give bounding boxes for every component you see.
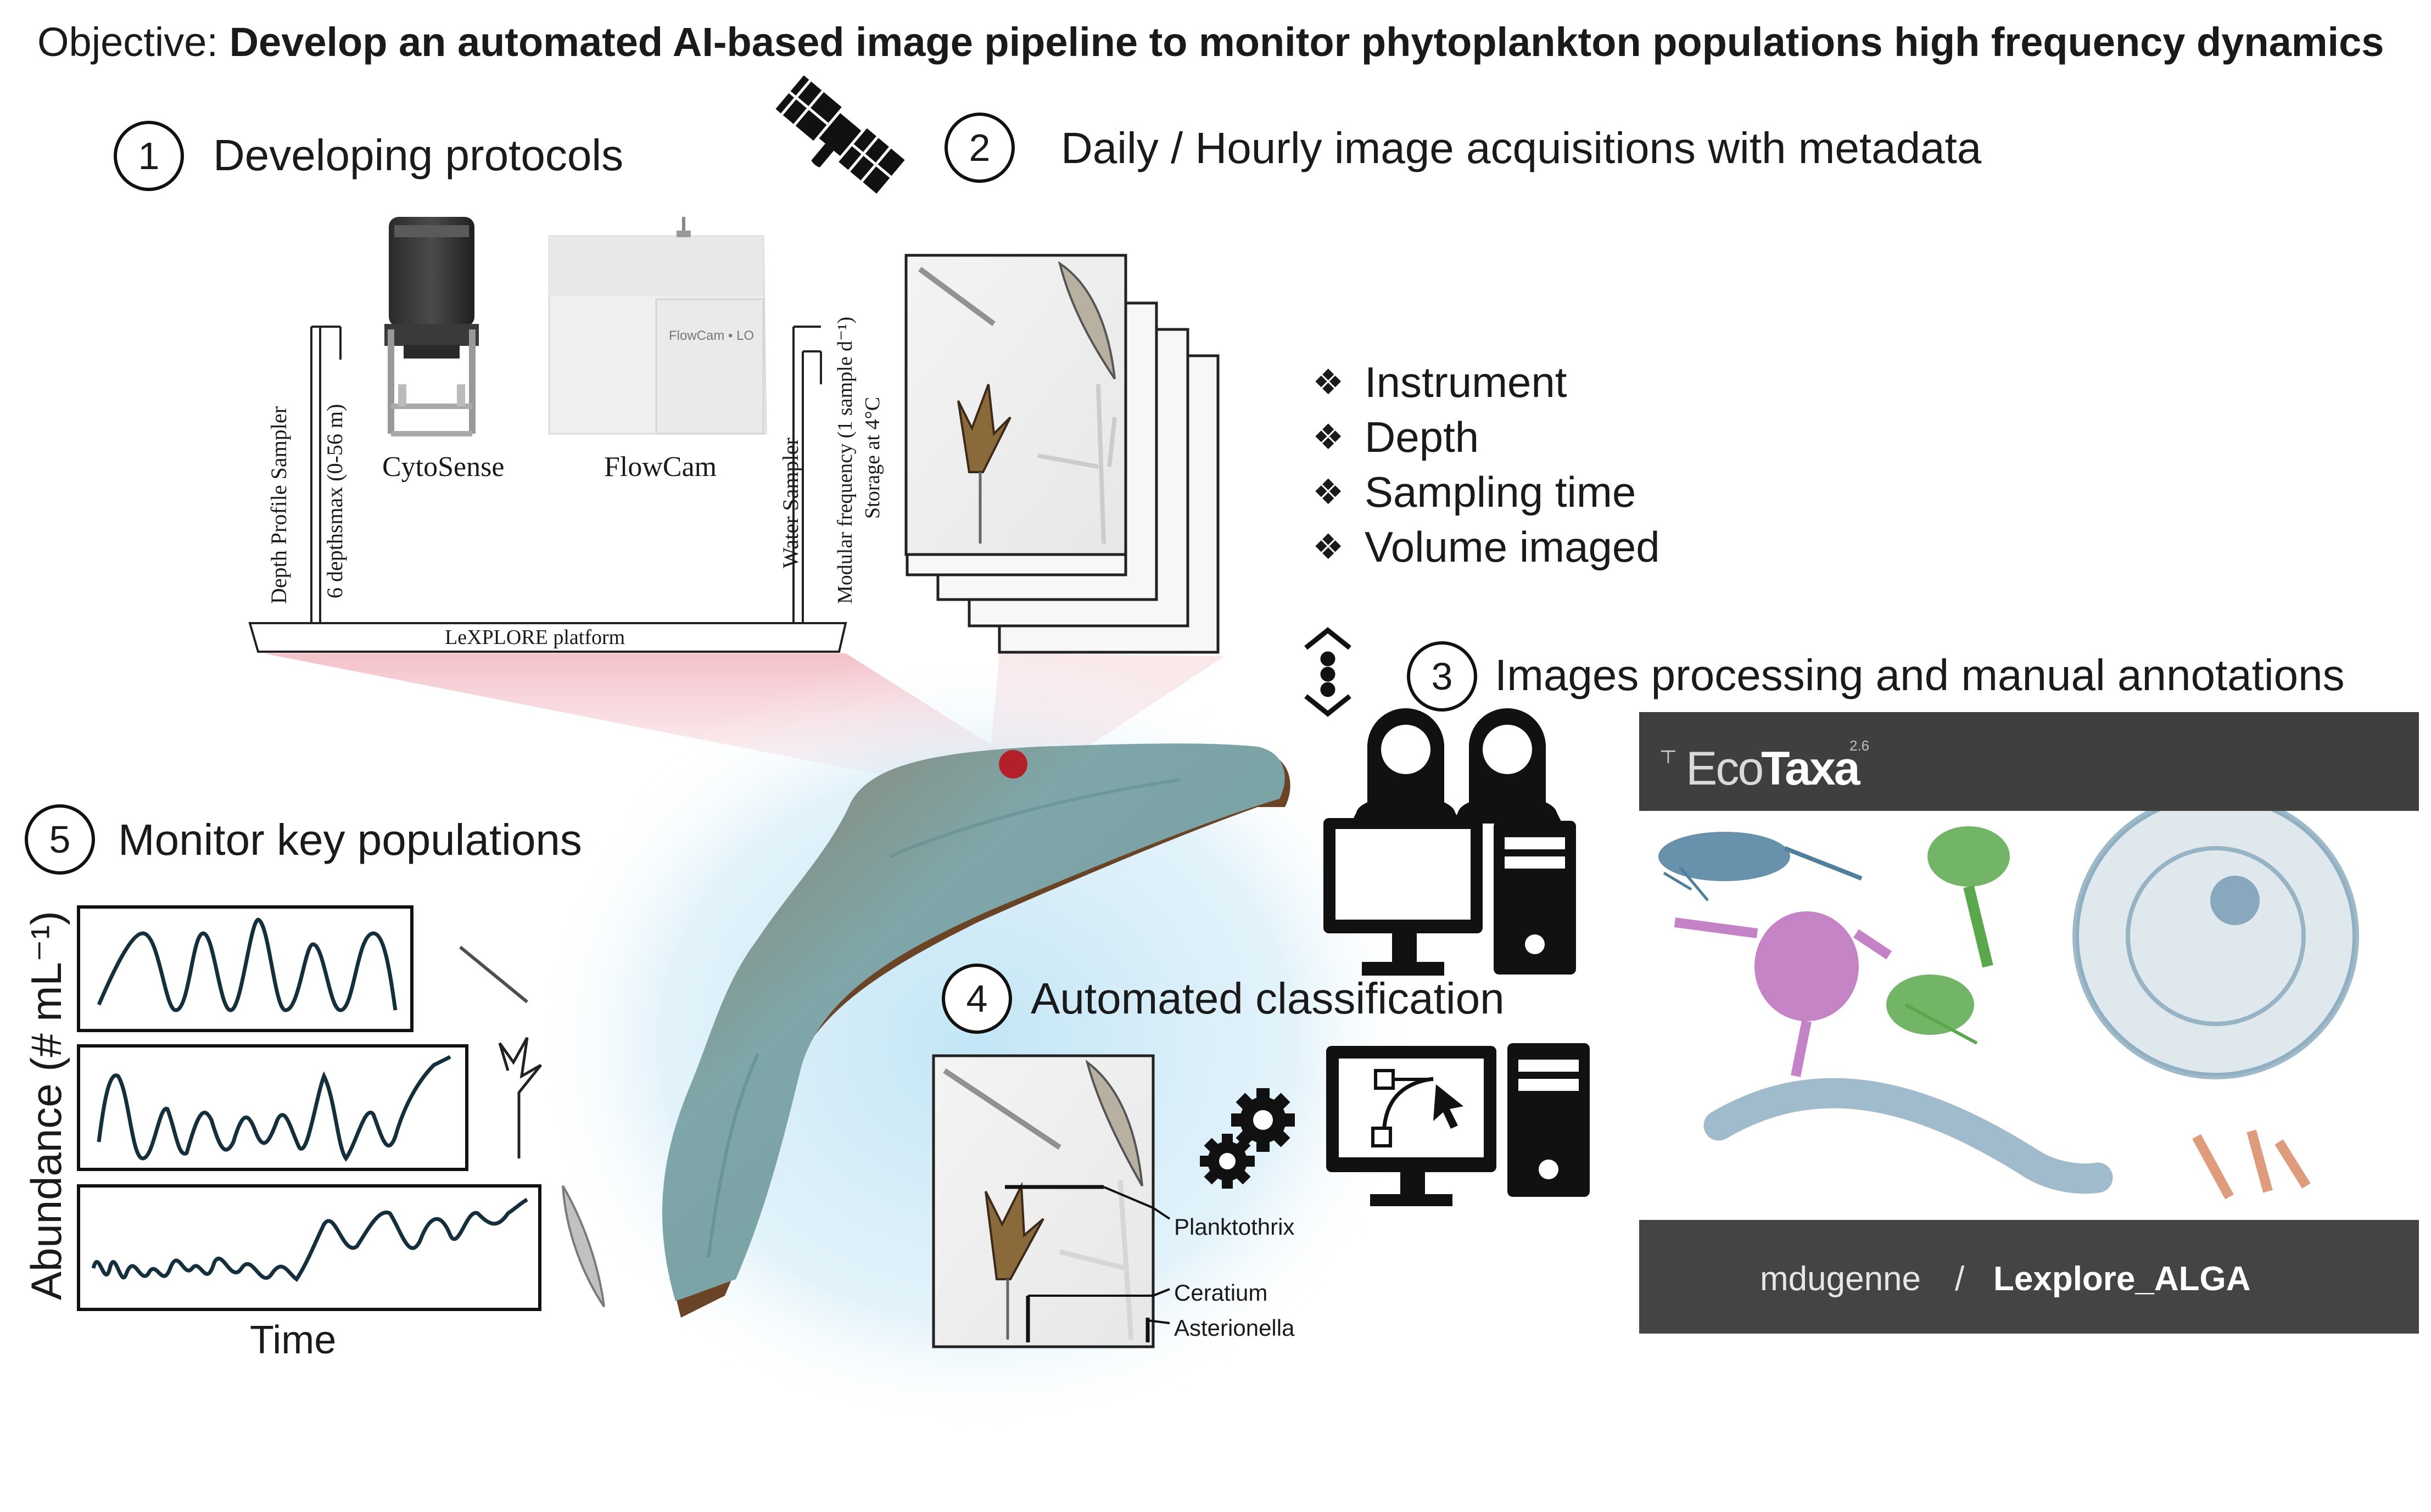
step-2-number: 2 <box>945 113 1015 183</box>
storage-label: Storage at 4°C <box>861 396 884 519</box>
species-silhouettes <box>459 945 605 1308</box>
github-user: mdugenne <box>1760 1260 1921 1298</box>
ecotaxa-header[interactable]: ┬ Eco Taxa 2.6 <box>1639 712 2419 811</box>
step-4-number: 4 <box>942 964 1012 1034</box>
planktothrix-label: Planktothrix <box>1174 1214 1295 1240</box>
step-4-label: Automated classification <box>1031 974 1505 1023</box>
ecotaxa-logo-prefix: Eco <box>1686 742 1764 795</box>
lake-map <box>662 743 1290 1318</box>
step-2-label: Daily / Hourly image acquisitions with m… <box>1061 124 1982 172</box>
objective-label: Objective: <box>37 19 230 65</box>
acquisition-image-stack <box>904 254 1220 654</box>
ecotaxa-logo-suffix: Taxa <box>1761 742 1860 795</box>
flowcam-brand-label: FlowCam • LO <box>669 328 755 343</box>
planktothrix-series-line <box>97 917 398 1012</box>
diamond-bullet-icon: ❖ <box>1312 417 1344 457</box>
ecotaxa-version: 2.6 <box>1849 737 1870 754</box>
time-axis-label: Time <box>250 1318 337 1362</box>
cytosense-label: CytoSense <box>382 451 505 483</box>
lake-glow <box>527 648 1428 1438</box>
metadata-item: ❖ Sampling time <box>1312 467 1636 516</box>
ceratium-series-line <box>97 1055 451 1162</box>
step-5-number: 5 <box>25 804 95 875</box>
frequency-label: Modular frequency (1 sample d⁻¹) <box>834 316 857 604</box>
water-sampler-label: Water Sampler <box>778 438 803 568</box>
flowcam-instrument <box>548 217 767 435</box>
github-separator: / <box>1955 1260 1965 1298</box>
metadata-list: ❖ Instrument ❖ Depth ❖ Sampling time ❖ Volum… <box>1312 355 1660 574</box>
diamond-bullet-icon: ❖ <box>1312 362 1344 402</box>
ecotaxa-logo-mark: ┬ <box>1661 739 1675 761</box>
platform-label: LeXPLORE platform <box>445 626 625 649</box>
asterionella-series-line <box>91 1197 528 1282</box>
objective-title: Objective: Develop an automated AI-based… <box>37 22 2384 63</box>
cytosense-instrument <box>384 217 479 436</box>
population-timeseries <box>77 905 541 1311</box>
diamond-bullet-icon: ❖ <box>1312 472 1344 512</box>
depth-range-label: 6 depthsmax (0-56 m) <box>322 404 347 598</box>
satellite-icon <box>775 75 905 194</box>
classification-computer-icon <box>1326 1043 1590 1206</box>
github-repo-link[interactable]: mdugenne / Lexplore_ALGA <box>1639 1220 2419 1334</box>
step-1-label: Developing protocols <box>213 131 624 180</box>
diamond-bullet-icon: ❖ <box>1312 527 1344 567</box>
depth-sampler-label: Depth Profile Sampler <box>266 406 291 604</box>
metadata-item: ❖ Depth <box>1312 412 1479 461</box>
gears-icon <box>1200 1088 1295 1189</box>
classification-image <box>932 1054 1171 1348</box>
flowcam-label: FlowCam <box>604 451 717 483</box>
step-1-number: 1 <box>114 121 184 191</box>
lexplore-location-marker <box>999 750 1027 779</box>
lexplore-platform-diagram <box>248 326 847 653</box>
metadata-item: ❖ Instrument <box>1312 357 1567 406</box>
annotators-computer-icon <box>1323 708 1576 976</box>
step-5-label: Monitor key populations <box>118 815 582 864</box>
asterionella-label: Asterionella <box>1174 1315 1295 1341</box>
objective-text: Develop an automated AI-based image pipe… <box>229 19 2384 65</box>
step-3-label: Images processing and manual annotations <box>1495 651 2345 699</box>
up-down-arrow-icon <box>1304 627 1351 717</box>
ecotaxa-specimens <box>1639 793 2419 1220</box>
step-3-number: 3 <box>1407 641 1477 712</box>
abundance-axis-label: Abundance (# mL⁻¹) <box>22 911 70 1300</box>
github-repo: Lexplore_ALGA <box>1993 1260 2251 1298</box>
ceratium-label: Ceratium <box>1174 1280 1268 1306</box>
metadata-item: ❖ Volume imaged <box>1312 522 1660 571</box>
